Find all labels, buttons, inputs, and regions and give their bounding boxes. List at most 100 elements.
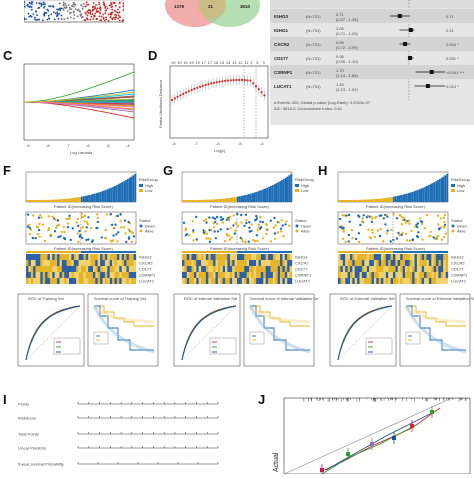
heatmap-cell xyxy=(49,278,53,284)
heatmap-cell xyxy=(440,254,444,260)
heatmap-cell xyxy=(402,266,406,272)
heatmap-cell xyxy=(232,272,235,278)
heatmap-cell xyxy=(359,260,363,266)
heatmap-cell xyxy=(284,260,288,266)
risk-status-point xyxy=(359,223,362,227)
heatmap-cell xyxy=(222,254,226,260)
risk-legend-high: High xyxy=(457,183,465,188)
heatmap-cell xyxy=(229,260,233,266)
heatmap-cell xyxy=(405,266,408,272)
risk-score-bar xyxy=(358,199,361,202)
volcano-dot xyxy=(31,3,33,5)
heatmap-cell xyxy=(405,260,408,266)
heatmap-cell xyxy=(256,254,259,260)
volcano-dot xyxy=(110,13,113,16)
risk-score-bar xyxy=(400,195,403,202)
lasso-d-top-tick: 17 xyxy=(208,60,213,65)
heatmap-cell xyxy=(205,266,209,272)
heatmap-cell xyxy=(357,278,360,284)
lasso-d-xtick: -6 xyxy=(216,141,220,146)
heatmap-cell xyxy=(78,272,82,278)
volcano-dot xyxy=(62,7,64,10)
heatmap-cell xyxy=(114,272,118,278)
risk-status-point xyxy=(380,214,383,217)
heatmap-cell xyxy=(66,272,70,278)
heatmap-cell xyxy=(194,272,197,278)
risk-status-point xyxy=(208,216,211,219)
lasso-d-point xyxy=(240,78,244,82)
risk-status-point xyxy=(265,227,268,231)
heatmap-cell xyxy=(277,266,281,272)
risk-status-point xyxy=(127,228,130,231)
heatmap-cell xyxy=(30,260,34,266)
volcano-dot xyxy=(29,5,31,8)
risk-status-point xyxy=(228,215,232,218)
heatmap-cell xyxy=(272,260,276,266)
risk-status-point xyxy=(348,220,351,223)
heatmap-cell xyxy=(95,260,98,266)
risk-legend-high-swatch xyxy=(139,184,143,187)
risk-score-bar xyxy=(132,175,135,202)
risk-status-point xyxy=(40,216,43,219)
lasso-d-top-tick: 15 xyxy=(220,60,225,65)
heatmap-cell xyxy=(186,254,190,260)
risk-score-bar xyxy=(224,198,227,202)
risk-score-bar xyxy=(27,200,30,202)
risk-status-point xyxy=(244,213,248,216)
volcano-dot xyxy=(27,12,30,15)
heatmap-cell xyxy=(234,278,238,284)
heatmap-cell xyxy=(378,266,382,272)
heatmap-cell xyxy=(64,272,67,278)
lasso-d-point xyxy=(249,79,252,82)
volcano-dot xyxy=(114,4,117,7)
volcano-dot xyxy=(111,8,114,11)
heatmap-cell xyxy=(388,254,391,260)
heatmap-cell xyxy=(416,254,420,260)
risk-status-point xyxy=(37,228,41,232)
heatmap-cell xyxy=(191,278,195,284)
heatmap-cell xyxy=(237,272,240,278)
heatmap-cell xyxy=(33,260,36,266)
lasso-d-xtick: -5 xyxy=(238,141,242,146)
risk-score-bar xyxy=(382,198,384,202)
volcano-dot xyxy=(118,16,121,18)
risk-status-point xyxy=(408,239,412,242)
heatmap-cell xyxy=(102,260,106,266)
lasso-d-point xyxy=(246,79,249,82)
risk-status-point xyxy=(113,226,116,230)
volcano-dot xyxy=(23,3,25,6)
heatmap-cell xyxy=(385,254,389,260)
risk-status-point xyxy=(195,215,198,219)
heatmap-cell xyxy=(433,266,437,272)
km-curve-high xyxy=(406,305,466,351)
risk-status-point xyxy=(86,223,90,226)
risk-status-point xyxy=(96,226,99,230)
heatmap-cell xyxy=(412,254,415,260)
heatmap-cell xyxy=(284,254,288,260)
risk-status-point xyxy=(257,223,260,226)
forest-n-label: (N=731) xyxy=(306,84,321,89)
heatmap-cell xyxy=(33,254,36,260)
risk-status-point xyxy=(115,233,118,236)
risk-score-bar xyxy=(198,199,201,202)
lasso-d-point xyxy=(263,94,266,97)
risk-status-point xyxy=(54,218,57,221)
volcano-dot xyxy=(87,9,90,12)
volcano-dot xyxy=(63,18,66,21)
risk-status-point xyxy=(192,239,195,242)
risk-score-bar xyxy=(369,199,372,202)
risk-status-point xyxy=(365,216,368,219)
heatmap-cell xyxy=(59,260,63,266)
volcano-dot xyxy=(35,19,38,21)
risk-score-bar xyxy=(110,187,113,202)
heatmap-cell xyxy=(131,260,134,266)
risk-status-point xyxy=(382,217,385,220)
risk-status-point xyxy=(114,223,117,226)
heatmap-cell xyxy=(208,254,211,260)
heatmap-cell xyxy=(412,266,415,272)
heatmap-cell xyxy=(253,272,257,278)
heatmap-cell xyxy=(241,272,245,278)
lasso-d-point xyxy=(184,91,188,94)
heatmap-cell xyxy=(249,254,252,260)
risk-score-bar xyxy=(62,199,65,202)
